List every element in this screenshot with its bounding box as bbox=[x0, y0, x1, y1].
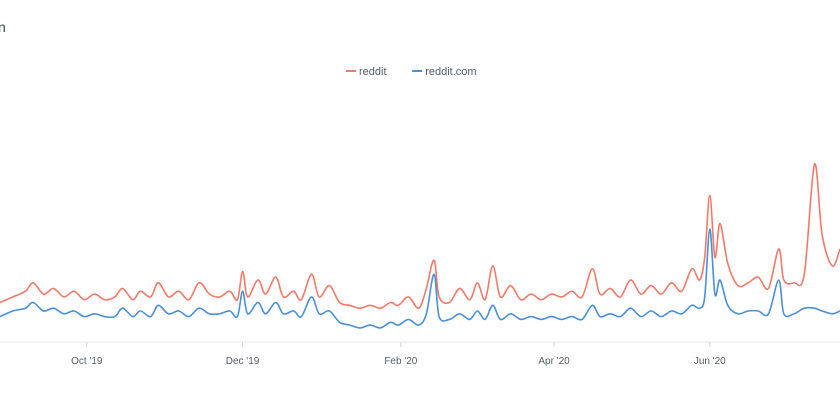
x-axis-ticks: Oct '19 Dec '19 Feb '20 Apr '20 Jun '20 bbox=[71, 342, 726, 367]
x-tick-label: Jun '20 bbox=[694, 356, 726, 367]
x-tick-label: Dec '19 bbox=[226, 356, 260, 367]
legend-label: reddit.com bbox=[425, 66, 476, 78]
series-layer bbox=[0, 163, 840, 329]
x-tick-label: Apr '20 bbox=[538, 356, 570, 367]
series-line-reddit-com bbox=[0, 228, 840, 329]
legend-item-reddit[interactable]: reddit bbox=[346, 66, 387, 78]
series-line-reddit bbox=[0, 163, 840, 310]
legend[interactable]: reddit reddit.com bbox=[346, 66, 477, 78]
legend-item-reddit-com[interactable]: reddit.com bbox=[412, 66, 477, 78]
chart-title-fragment: n bbox=[0, 19, 6, 35]
x-tick-label: Feb '20 bbox=[384, 356, 417, 367]
x-tick-label: Oct '19 bbox=[71, 356, 103, 367]
legend-label: reddit bbox=[359, 66, 387, 78]
